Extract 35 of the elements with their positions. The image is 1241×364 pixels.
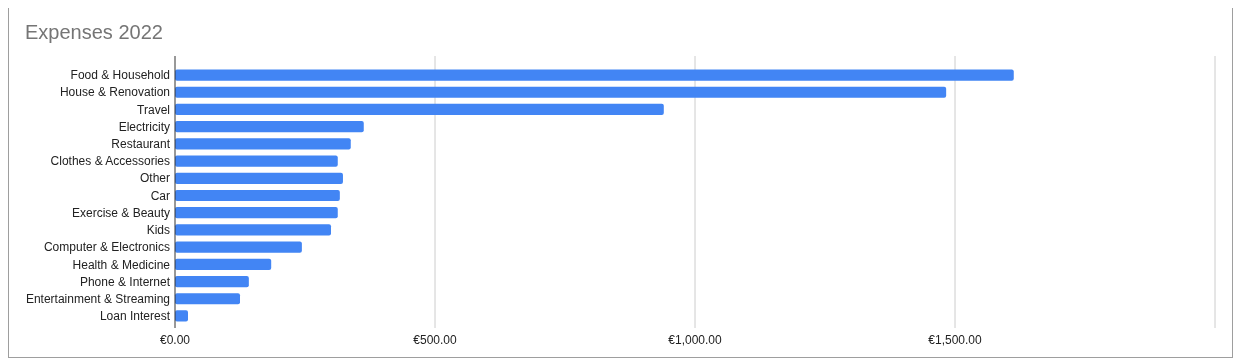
bar (175, 224, 331, 236)
bar (175, 69, 1014, 81)
bar (175, 103, 664, 116)
bar (175, 310, 188, 322)
bar (175, 189, 340, 202)
y-tick-label: Travel (137, 102, 170, 117)
bar (175, 138, 351, 150)
y-tick-label: Entertainment & Streaming (25, 291, 170, 306)
y-tick-label: Health & Medicine (72, 257, 171, 272)
bar (175, 86, 947, 98)
y-tick-label: Kids (146, 223, 170, 238)
y-tick-label: Electricity (118, 119, 170, 134)
y-tick-label: House & Renovation (59, 85, 170, 100)
y-tick-label: Phone & Internet (79, 274, 171, 289)
y-tick-label: Restaurant (111, 137, 171, 152)
y-tick-label: Loan Interest (99, 309, 171, 324)
x-tick-label: €1,500.00 (928, 333, 983, 347)
y-tick-label: Clothes & Accessories (50, 154, 170, 169)
x-tick-label: €1,000.00 (668, 333, 723, 347)
bar (175, 121, 364, 133)
bar (175, 172, 343, 184)
bar (175, 155, 338, 167)
y-tick-label: Exercise & Beauty (71, 205, 170, 220)
bar (175, 207, 338, 219)
bar (175, 293, 240, 305)
bar (175, 258, 272, 270)
chart-title: Expenses 2022 (25, 21, 163, 43)
y-tick-label: Other (139, 171, 170, 186)
bar (175, 275, 249, 288)
y-tick-label: Computer & Electronics (43, 240, 170, 255)
x-tick-label: €0.00 (159, 333, 191, 347)
x-tick-label: €500.00 (413, 333, 458, 347)
bar (175, 241, 302, 253)
y-tick-label: Food & Household (70, 68, 170, 83)
y-tick-label: Car (150, 188, 170, 203)
